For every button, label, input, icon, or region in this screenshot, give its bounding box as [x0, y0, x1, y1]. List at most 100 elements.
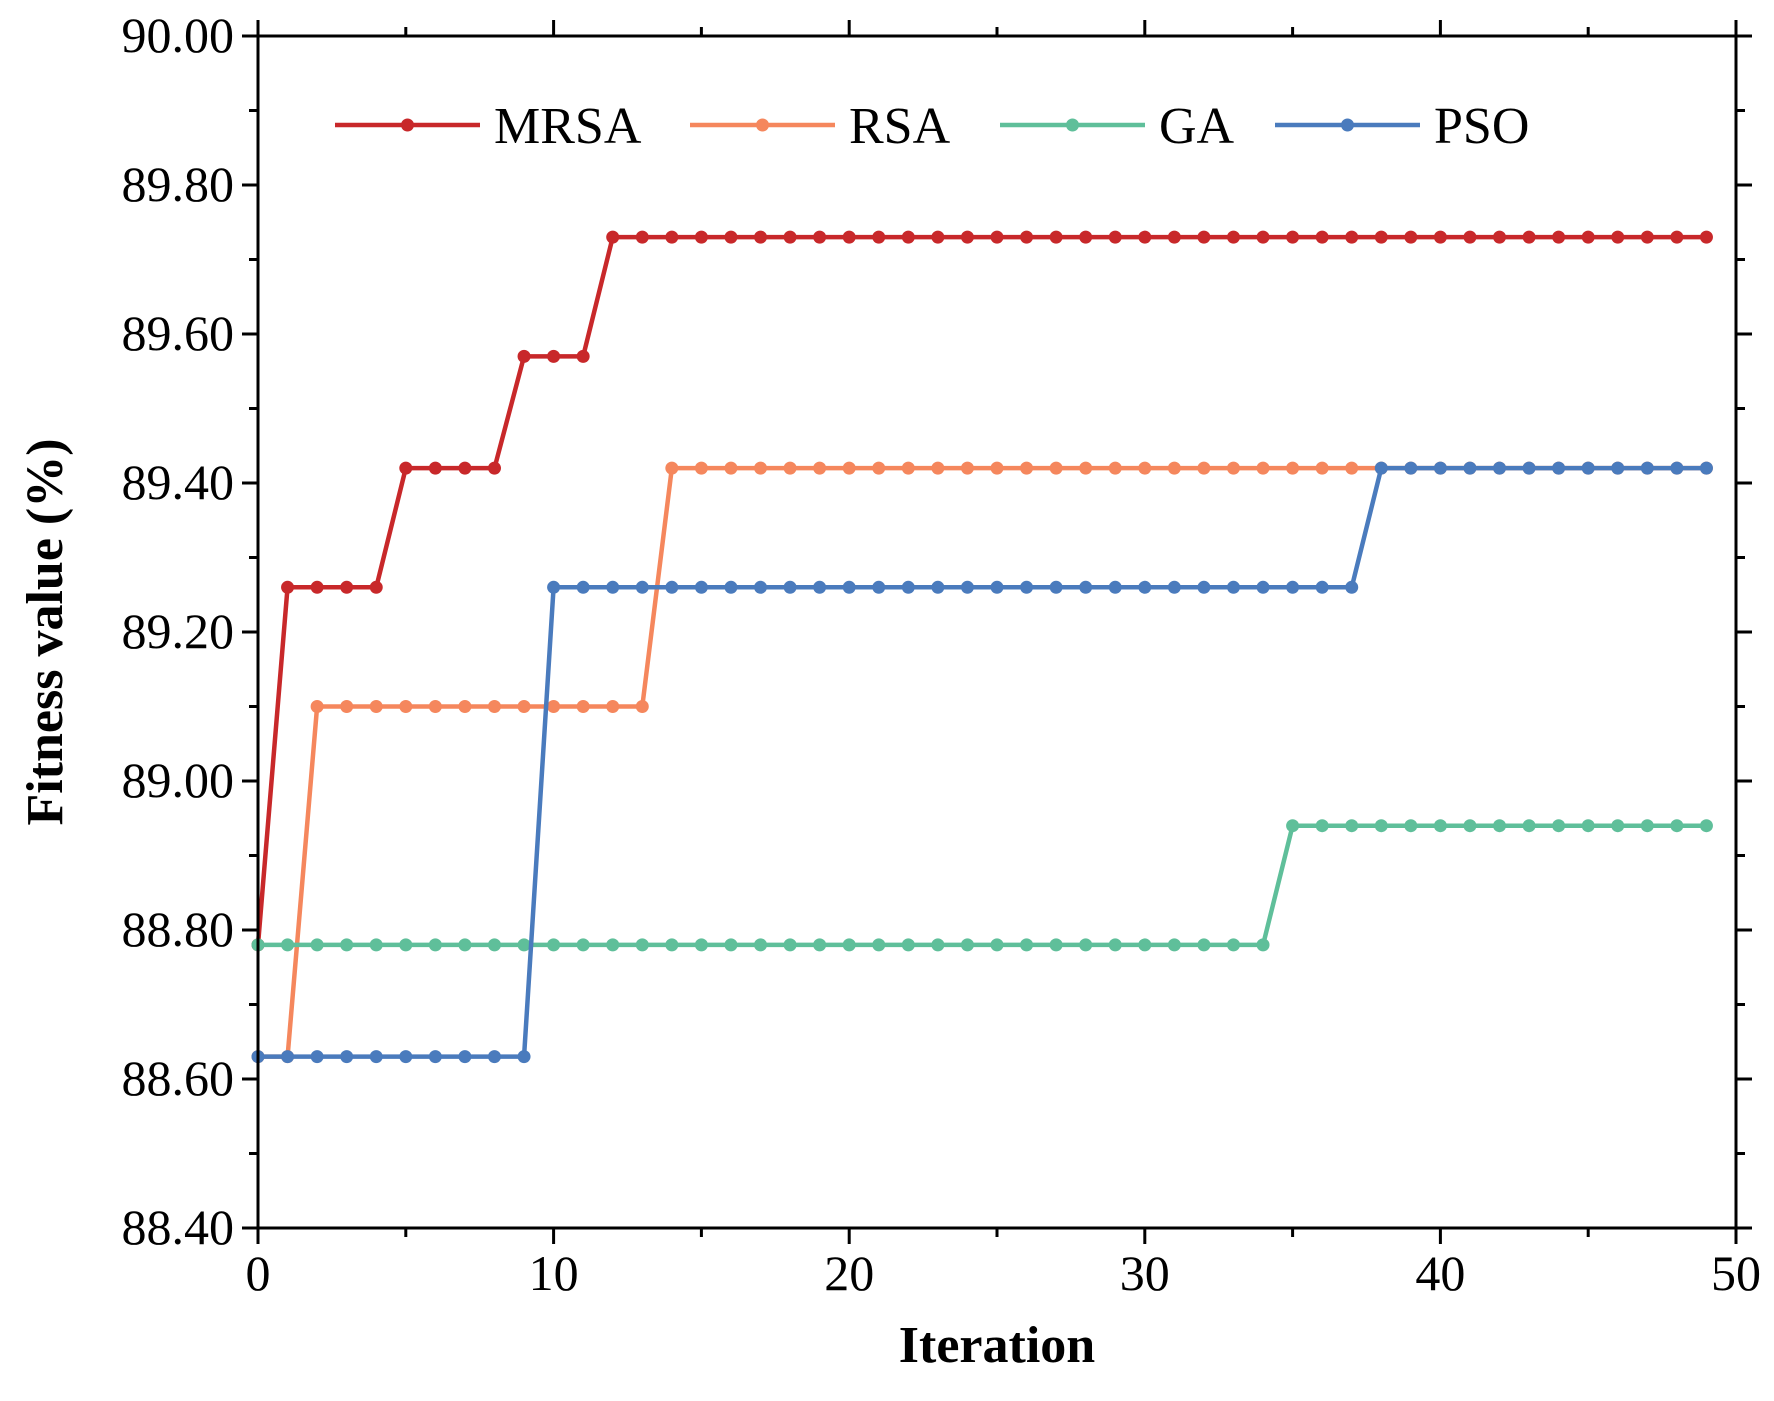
data-point-mrsa — [901, 230, 915, 244]
data-point-ga — [1433, 819, 1447, 833]
data-point-pso — [813, 580, 827, 594]
data-point-pso — [1049, 580, 1063, 594]
data-point-pso — [1522, 461, 1536, 475]
x-tick-label: 40 — [1415, 1245, 1465, 1301]
data-point-pso — [1699, 461, 1713, 475]
data-point-rsa — [635, 700, 649, 713]
data-point-ga — [606, 938, 620, 952]
y-tick-label: 89.80 — [122, 156, 235, 212]
data-point-pso — [1463, 461, 1477, 475]
data-point-ga — [1493, 819, 1507, 833]
data-point-mrsa — [960, 230, 974, 244]
data-point-ga — [1404, 819, 1418, 833]
data-point-pso — [458, 1050, 472, 1064]
data-point-ga — [428, 938, 442, 952]
data-point-ga — [1256, 938, 1270, 952]
data-point-ga — [635, 938, 649, 952]
data-point-mrsa — [1315, 230, 1329, 244]
x-tick-label: 0 — [246, 1245, 271, 1301]
plot-frame — [256, 34, 1738, 1230]
y-tick-label: 90.00 — [122, 7, 235, 63]
data-point-mrsa — [487, 461, 501, 475]
data-point-mrsa — [724, 230, 738, 244]
data-point-pso — [281, 1050, 295, 1064]
data-point-ga — [1167, 938, 1181, 952]
data-point-mrsa — [1226, 230, 1240, 244]
y-tick-label: 88.60 — [122, 1050, 235, 1106]
legend-marker — [401, 118, 414, 132]
data-point-rsa — [1049, 461, 1063, 475]
data-point-pso — [1640, 461, 1654, 475]
data-point-rsa — [872, 461, 886, 475]
data-point-ga — [1581, 819, 1595, 833]
data-point-mrsa — [1374, 230, 1388, 244]
data-point-ga — [931, 938, 945, 952]
data-point-ga — [990, 938, 1004, 952]
series-rsa — [251, 461, 1713, 1064]
data-point-pso — [1404, 461, 1418, 475]
data-point-mrsa — [1020, 230, 1034, 244]
data-point-pso — [754, 580, 768, 594]
data-point-mrsa — [310, 580, 324, 594]
data-point-ga — [399, 938, 413, 952]
series-mrsa — [251, 230, 1713, 952]
legend-label: RSA — [849, 98, 951, 155]
data-point-pso — [547, 580, 561, 594]
x-tick-label: 50 — [1711, 1245, 1761, 1301]
data-point-pso — [1374, 461, 1388, 475]
data-point-pso — [1581, 461, 1595, 475]
legend: MRSA RSA GA PSO — [335, 98, 1529, 155]
data-point-mrsa — [1433, 230, 1447, 244]
data-point-mrsa — [1552, 230, 1566, 244]
data-point-ga — [783, 938, 797, 952]
data-point-ga — [1670, 819, 1684, 833]
data-point-ga — [340, 938, 354, 952]
data-point-pso — [310, 1050, 324, 1064]
y-tick-label: 88.80 — [122, 901, 235, 957]
data-point-rsa — [428, 700, 442, 713]
data-point-pso — [1315, 580, 1329, 594]
data-point-mrsa — [281, 580, 295, 594]
data-point-rsa — [1286, 461, 1300, 475]
data-point-ga — [281, 938, 295, 952]
data-point-ga — [547, 938, 561, 952]
data-point-rsa — [369, 700, 383, 713]
data-point-ga — [1640, 819, 1654, 833]
data-point-pso — [901, 580, 915, 594]
y-tick-label: 88.40 — [122, 1199, 235, 1255]
data-point-pso — [665, 580, 679, 594]
data-point-ga — [901, 938, 915, 952]
data-point-ga — [1611, 819, 1625, 833]
data-point-pso — [1552, 461, 1566, 475]
data-point-rsa — [399, 700, 413, 713]
y-tick-label: 89.20 — [122, 603, 235, 659]
data-point-ga — [842, 938, 856, 952]
data-point-pso — [783, 580, 797, 594]
data-point-mrsa — [517, 349, 531, 363]
series-line-rsa — [258, 465, 1707, 1059]
data-point-rsa — [754, 461, 768, 475]
y-axis-title: Fitness value (%) — [17, 438, 74, 825]
data-point-rsa — [990, 461, 1004, 475]
data-point-pso — [1197, 580, 1211, 594]
series-line-pso — [258, 465, 1707, 1059]
data-point-pso — [1433, 461, 1447, 475]
data-point-ga — [1197, 938, 1211, 952]
data-point-pso — [1138, 580, 1152, 594]
data-point-mrsa — [694, 230, 708, 244]
data-point-mrsa — [1404, 230, 1418, 244]
data-point-pso — [576, 580, 590, 594]
data-point-mrsa — [340, 580, 354, 594]
data-point-mrsa — [990, 230, 1004, 244]
data-point-mrsa — [842, 230, 856, 244]
ticks-layer: 0 10 20 30 40 50 88.40 88.60 88.80 89.00 89.20 89.4… — [122, 7, 1762, 1301]
data-point-ga — [1552, 819, 1566, 833]
data-point-rsa — [783, 461, 797, 475]
x-tick-label: 20 — [824, 1245, 874, 1301]
data-point-mrsa — [1197, 230, 1211, 244]
data-point-mrsa — [1522, 230, 1536, 244]
data-point-ga — [754, 938, 768, 952]
data-point-rsa — [842, 461, 856, 475]
legend-label: MRSA — [494, 98, 642, 155]
